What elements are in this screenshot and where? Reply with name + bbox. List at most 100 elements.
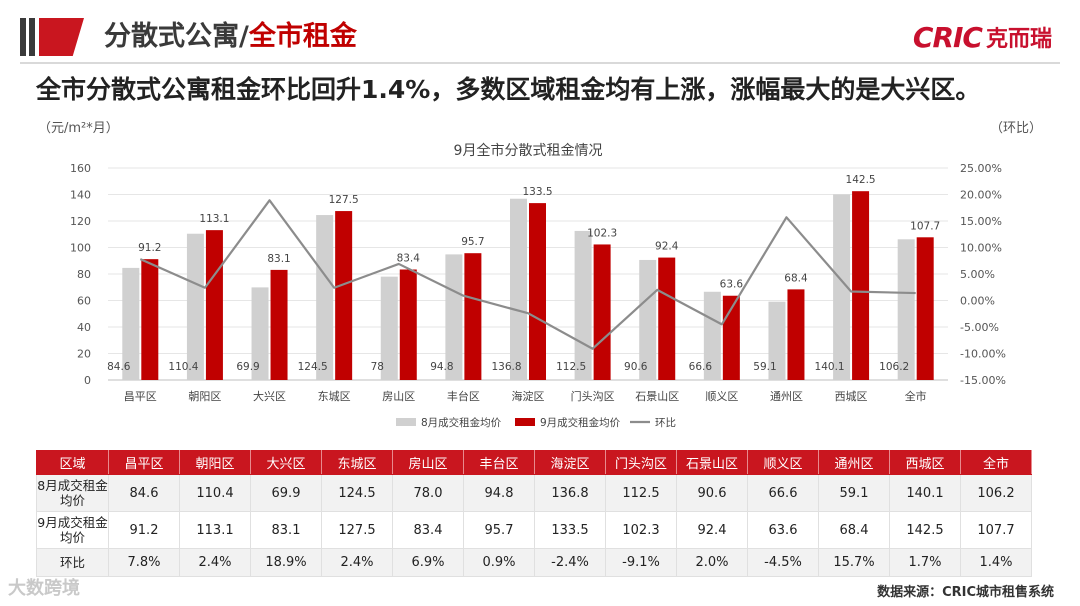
bar-august <box>316 215 334 380</box>
y-tick-label: 140 <box>70 189 91 202</box>
table-header-cell: 全市 <box>960 450 1032 475</box>
table-cell: 69.9 <box>250 474 322 512</box>
legend-label-mom: 环比 <box>655 416 676 429</box>
y-tick-label: 160 <box>70 162 91 175</box>
data-label-august: 140.1 <box>815 361 845 373</box>
y-tick-label: 60 <box>77 295 91 308</box>
bar-august <box>122 267 140 380</box>
legend-label-september: 9月成交租金均价 <box>540 416 621 429</box>
data-label-september: 95.7 <box>461 236 484 248</box>
bar-september <box>141 259 159 380</box>
page-title-topic: 全市租金 <box>248 21 357 52</box>
right-axis-unit: （环比） <box>990 121 1043 136</box>
y-tick-label: 80 <box>77 268 91 281</box>
y2-tick-label: 10.00% <box>960 242 1002 255</box>
table-cell: -9.1% <box>605 548 677 577</box>
x-tick-label: 门头沟区 <box>571 389 615 403</box>
rent-table: 区域 昌平区 朝阳区 大兴区 东城区 房山区 丰台区 海淀区 门头沟区 石景山区 顺义区 通州区 西城区… <box>36 450 1032 577</box>
data-label-august: 94.8 <box>430 361 453 373</box>
table-cell: 142.5 <box>889 511 961 549</box>
x-tick-label: 海淀区 <box>512 389 545 403</box>
data-label-august: 84.6 <box>107 361 131 373</box>
bar-august <box>574 230 592 380</box>
table-cell: -2.4% <box>534 548 606 577</box>
y2-tick-label: 15.00% <box>960 215 1002 228</box>
x-tick-label: 通州区 <box>770 390 803 403</box>
data-label-september: 142.5 <box>846 174 876 186</box>
data-label-september: 83.1 <box>267 253 290 265</box>
y2-tick-label: 25.00% <box>960 162 1002 175</box>
table-header-cell: 朝阳区 <box>179 450 251 475</box>
bar-august <box>639 259 657 380</box>
x-tick-label: 丰台区 <box>447 389 480 403</box>
logo-latin: CRIC <box>912 20 983 54</box>
table-cell: 2.4% <box>179 548 251 577</box>
table-cell: 90.6 <box>676 474 748 512</box>
y2-tick-label: -10.00% <box>960 348 1006 361</box>
bar-august <box>251 287 269 380</box>
data-label-august: 136.8 <box>491 361 521 373</box>
rent-chart: 0 20 40 60 80 100 120 140 160 -15.00% -10.00% -5.00… <box>70 142 1006 429</box>
header-divider <box>20 62 1060 64</box>
y-tick-label: 0 <box>84 374 91 387</box>
bar-september <box>399 269 417 380</box>
data-label-august: 110.4 <box>168 361 198 373</box>
logo-chinese: 克而瑞 <box>985 27 1052 52</box>
bar-september <box>916 237 934 380</box>
data-label-september: 102.3 <box>587 227 617 239</box>
table-cell: 102.3 <box>605 511 677 549</box>
table-row-label: 环比 <box>36 548 109 577</box>
data-label-august: 59.1 <box>753 361 776 373</box>
legend-label-august: 8月成交租金均价 <box>421 416 502 429</box>
table-cell: 113.1 <box>179 511 251 549</box>
bar-august <box>768 301 786 380</box>
table-row-label: 9月成交租金均价 <box>36 511 109 549</box>
data-label-september: 107.7 <box>910 220 940 232</box>
table-cell: 136.8 <box>534 474 606 512</box>
table-cell: 84.6 <box>108 474 180 512</box>
mom-line <box>139 199 916 350</box>
header-decoration <box>20 18 84 56</box>
table-cell: 0.9% <box>463 548 535 577</box>
table-cell: -4.5% <box>747 548 819 577</box>
data-label-september: 91.2 <box>138 242 161 254</box>
x-tick-label: 昌平区 <box>124 390 157 403</box>
table-header-cell: 门头沟区 <box>605 450 677 475</box>
bar-september <box>529 203 546 380</box>
data-label-august: 106.2 <box>879 361 909 373</box>
data-label-september: 133.5 <box>522 186 552 198</box>
data-label-august: 78 <box>371 361 384 373</box>
table-cell: 124.5 <box>321 474 393 512</box>
table-cell: 6.9% <box>392 548 464 577</box>
legend-swatch-august <box>396 418 416 426</box>
table-header-cell: 石景山区 <box>676 450 748 475</box>
bar-september <box>270 269 288 380</box>
table-cell: 140.1 <box>889 474 961 512</box>
data-label-august: 69.9 <box>236 361 259 373</box>
table-cell: 112.5 <box>605 474 677 512</box>
legend-swatch-september <box>515 418 535 426</box>
table-cell: 127.5 <box>321 511 393 549</box>
bar-september <box>335 211 353 380</box>
y2-tick-label: 20.00% <box>960 189 1002 202</box>
data-label-september: 127.5 <box>329 194 359 206</box>
bar-september <box>205 230 223 380</box>
table-header-cell: 区域 <box>36 450 109 475</box>
x-tick-label: 东城区 <box>318 390 351 403</box>
y-tick-label: 100 <box>70 242 91 255</box>
table-header-cell: 昌平区 <box>108 450 180 475</box>
table-cell: 92.4 <box>676 511 748 549</box>
bar-september <box>464 253 482 380</box>
x-tick-label: 石景山区 <box>635 390 679 403</box>
data-label-august: 112.5 <box>556 361 586 373</box>
table-cell: 63.6 <box>747 511 819 549</box>
table-header-cell: 丰台区 <box>463 450 535 475</box>
table-cell: 18.9% <box>250 548 322 577</box>
chart-title: 9月全市分散式租金情况 <box>454 142 603 159</box>
table-header-cell: 房山区 <box>392 450 464 475</box>
x-tick-label: 朝阳区 <box>188 390 221 403</box>
table-cell: 106.2 <box>960 474 1032 512</box>
table-cell: 2.4% <box>321 548 393 577</box>
x-tick-label: 顺义区 <box>705 390 738 403</box>
x-tick-label: 大兴区 <box>253 389 286 403</box>
